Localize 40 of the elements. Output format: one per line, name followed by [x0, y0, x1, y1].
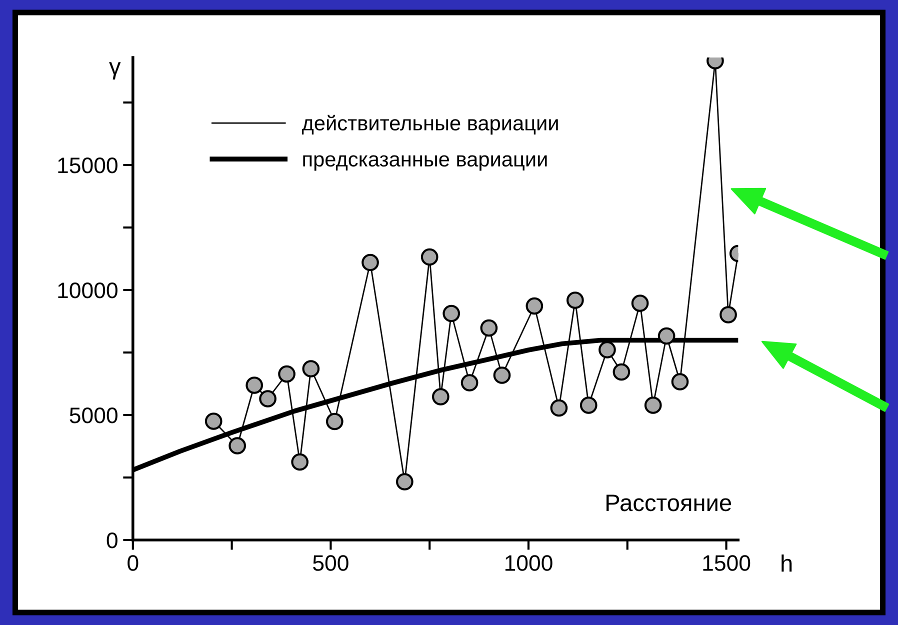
point	[612, 363, 630, 381]
point	[526, 297, 544, 315]
legend-label: предсказанные вариации	[303, 155, 547, 171]
x-tick-label: 500	[313, 555, 348, 571]
x-tick-label: 1500	[703, 555, 750, 571]
point	[204, 412, 222, 430]
y-tick-label: 5000	[70, 408, 118, 424]
point	[442, 304, 460, 322]
legend-label: действительные вариации	[302, 114, 558, 135]
annotation: Расстояние	[606, 494, 732, 512]
point	[720, 306, 737, 324]
y-tick-label: 0	[106, 532, 118, 548]
point	[550, 399, 568, 417]
point	[671, 373, 689, 390]
x-tick-label: 1000	[505, 555, 552, 571]
point	[480, 319, 498, 337]
point	[326, 412, 344, 430]
point	[259, 390, 276, 408]
y-tick-label: 10000	[58, 282, 118, 298]
point	[644, 396, 662, 414]
point	[432, 388, 450, 406]
point	[228, 437, 246, 454]
x-tick-label: 0	[128, 555, 138, 571]
point	[566, 292, 584, 309]
point	[246, 376, 264, 394]
x-axis-title: h	[782, 554, 792, 572]
point	[580, 396, 598, 414]
point	[302, 360, 320, 378]
point	[362, 254, 379, 272]
point	[291, 453, 309, 471]
point	[396, 473, 414, 490]
y-axis-title: γ	[109, 62, 121, 80]
point	[658, 327, 676, 345]
point	[460, 374, 478, 392]
point	[278, 365, 296, 383]
point	[598, 341, 616, 358]
point	[493, 366, 511, 384]
point	[631, 294, 649, 312]
point	[420, 248, 438, 266]
y-tick-label: 15000	[58, 158, 118, 174]
